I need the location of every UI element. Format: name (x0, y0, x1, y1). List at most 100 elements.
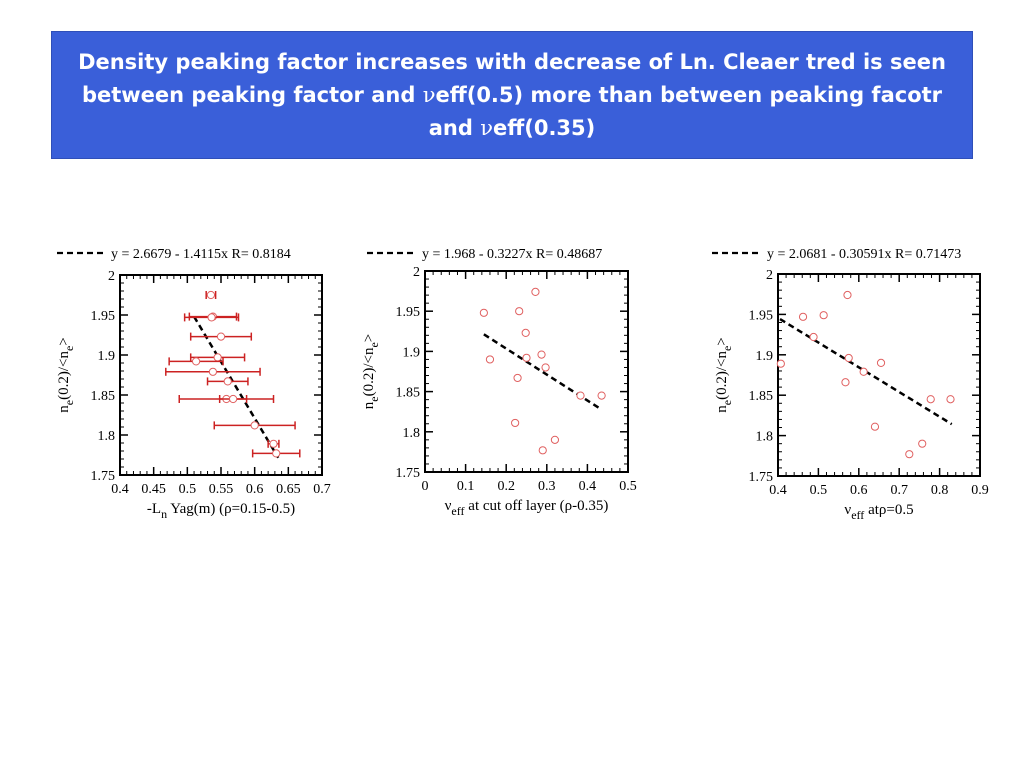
y-tick-label: 1.9 (98, 349, 116, 364)
data-point (776, 359, 785, 368)
data-point (905, 450, 914, 459)
x-tick-label: 0.9 (971, 483, 989, 498)
x-tick-label: 0.5 (179, 482, 197, 497)
y-tick-label: 2 (108, 269, 115, 284)
x-axis-label: νeff at cut off layer (ρ-0.35) (445, 498, 609, 518)
y-tick-label: 1.9 (756, 349, 774, 364)
data-point (531, 287, 540, 297)
x-tick-label: 0.45 (141, 482, 166, 497)
data-point (798, 312, 808, 321)
title-text-part-1: Density peaking factor increases with de… (78, 49, 946, 107)
x-tick-label: 0.4 (111, 482, 129, 497)
data-point (191, 357, 201, 366)
x-tick-label: 0.4 (579, 479, 597, 494)
data-point (269, 439, 278, 448)
data-point (485, 355, 495, 364)
x-tick-label: 0.55 (209, 482, 234, 497)
y-tick-label: 1.8 (756, 430, 774, 445)
data-point (229, 394, 238, 404)
data-point (207, 313, 216, 322)
y-tick-label: 1.95 (396, 305, 421, 320)
plot-frame (777, 273, 981, 477)
y-tick-label: 1.85 (91, 389, 116, 404)
data-point (522, 353, 531, 362)
data-point (223, 377, 232, 386)
data-point (208, 367, 218, 376)
y-tick-label: 1.75 (91, 469, 116, 484)
legend-text: y = 2.0681 - 0.30591x R= 0.71473 (767, 247, 961, 262)
data-point (206, 290, 215, 300)
data-point (550, 435, 560, 444)
data-point (870, 422, 880, 431)
slide-title: Density peaking factor increases with de… (72, 46, 952, 145)
x-tick-label: 0.1 (457, 479, 475, 494)
data-point (513, 373, 522, 383)
x-tick-label: 0.4 (769, 483, 787, 498)
x-tick-label: 0.2 (497, 479, 515, 494)
data-point (841, 378, 850, 387)
data-point (515, 307, 524, 316)
y-axis-label: ne(0.2)/<ne> (56, 337, 76, 413)
legend-text: y = 2.6679 - 1.4115x R= 0.8184 (111, 247, 291, 262)
y-tick-label: 1.75 (749, 470, 774, 485)
data-point (479, 308, 488, 317)
fit-line (483, 333, 603, 411)
data-point (819, 311, 828, 320)
fit-line (192, 315, 280, 459)
x-tick-label: 0.7 (890, 483, 908, 498)
chart-1: y = 2.6679 - 1.4115x R= 0.8184 1.75 1.8 1.8… (56, 247, 331, 521)
data-point (597, 391, 606, 400)
chart-2: y = 1.968 - 0.3227x R= 0.48687 1.75 1.8 1.8… (361, 247, 637, 518)
data-point (843, 290, 852, 300)
data-point (859, 367, 868, 376)
y-tick-label: 1.85 (396, 386, 421, 401)
y-tick-label: 1.85 (749, 389, 774, 404)
data-point (537, 350, 546, 359)
slide-title-box: Density peaking factor increases with de… (51, 31, 973, 159)
data-point (216, 332, 226, 341)
title-text-part-2: eff(0.5) more than between peaking facot… (428, 82, 943, 140)
y-tick-label: 1.95 (91, 309, 116, 324)
data-point (250, 421, 259, 430)
data-point (521, 328, 530, 338)
data-point (844, 353, 853, 363)
x-tick-label: 0.65 (276, 482, 301, 497)
data-point (541, 363, 550, 372)
data-point (511, 418, 520, 428)
data-point (576, 391, 585, 400)
y-tick-label: 1.9 (403, 345, 421, 360)
y-axis-label: ne(0.2)/<ne> (714, 337, 734, 413)
data-point (926, 395, 935, 404)
x-axis-label: -Ln Yag(m) (ρ=0.15-0.5) (147, 501, 295, 521)
x-tick-label: 0.6 (246, 482, 264, 497)
y-tick-label: 1.75 (396, 466, 421, 481)
plot-frame (119, 274, 323, 476)
y-tick-label: 2 (766, 268, 773, 283)
x-tick-label: 0.5 (619, 479, 637, 494)
x-tick-label: 0.3 (538, 479, 556, 494)
x-tick-label: 0.6 (850, 483, 868, 498)
data-point (213, 353, 222, 362)
data-point (538, 446, 547, 455)
y-tick-label: 1.8 (403, 426, 421, 441)
y-tick-label: 1.95 (749, 308, 774, 323)
plot-frame (424, 270, 629, 473)
data-point (918, 439, 927, 448)
data-point (876, 358, 886, 367)
title-nu-symbol-2: ν (480, 115, 493, 140)
title-text-part-3: eff(0.35) (492, 115, 596, 140)
y-tick-label: 2 (413, 265, 420, 280)
data-point (946, 395, 955, 404)
data-point (809, 332, 818, 342)
y-axis-label: ne(0.2)/<ne> (361, 334, 381, 410)
y-tick-label: 1.8 (98, 429, 116, 444)
x-axis-label: νeff atρ=0.5 (844, 502, 913, 522)
title-nu-symbol-1: ν (422, 82, 436, 107)
data-point (272, 449, 281, 458)
x-tick-label: 0.7 (313, 482, 331, 497)
chart-3: y = 2.0681 - 0.30591x R= 0.71473 1.75 1.8 1… (712, 247, 989, 522)
x-tick-label: 0.5 (810, 483, 828, 498)
x-tick-label: 0.8 (931, 483, 949, 498)
x-tick-label: 0 (422, 479, 429, 494)
